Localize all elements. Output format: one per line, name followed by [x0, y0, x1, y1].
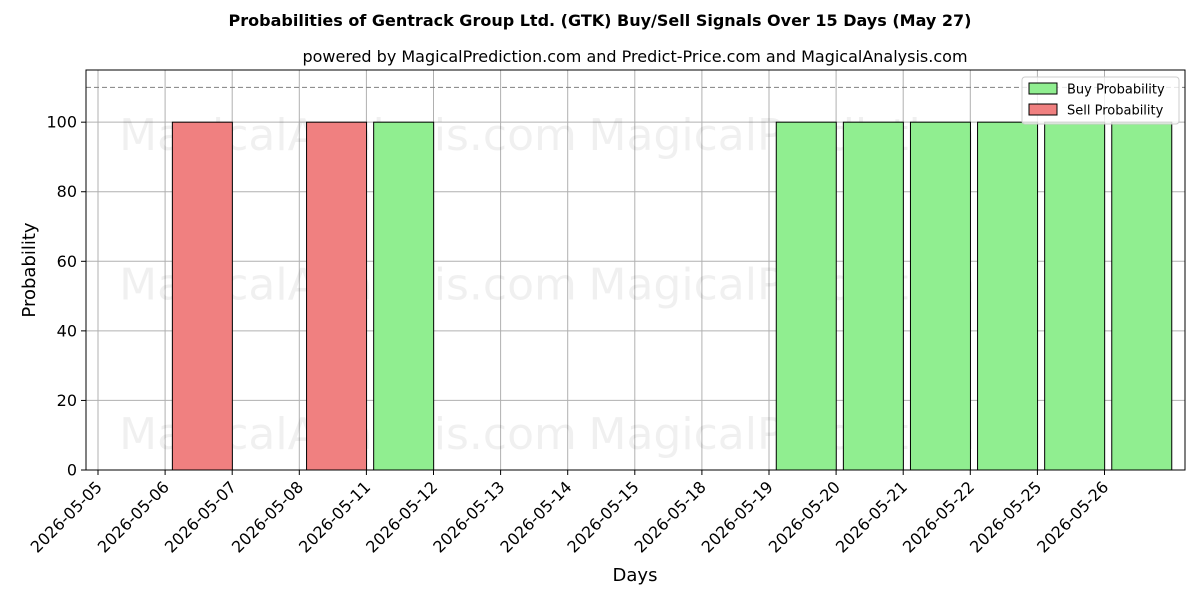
sell-bar — [306, 121, 368, 471]
legend-swatch-buy — [1028, 82, 1058, 95]
y-axis-ticks: 0 20 40 60 80 100 — [46, 113, 86, 480]
y-tick-label: 0 — [67, 461, 77, 480]
y-tick-label: 20 — [57, 391, 77, 410]
chart-subtitle: powered by MagicalPrediction.com and Pre… — [302, 47, 967, 66]
buy-bar — [775, 121, 837, 471]
y-axis-label: Probability — [19, 222, 40, 317]
legend-box — [1021, 76, 1180, 125]
x-axis-ticks: 2026-05-052026-05-062026-05-072026-05-08… — [27, 470, 1112, 557]
buy-bar — [909, 121, 971, 471]
buy-bar — [1111, 121, 1173, 471]
legend: Buy Probability Sell Probability — [1021, 76, 1180, 125]
y-tick-label: 100 — [46, 113, 77, 132]
sell-bar — [171, 121, 233, 471]
plot-frame — [85, 69, 1186, 471]
buy-bar — [1044, 121, 1106, 471]
y-tick-label: 80 — [57, 182, 77, 201]
legend-label-sell: Sell Probability — [1067, 104, 1164, 119]
chart-title: Probabilities of Gentrack Group Ltd. (GT… — [229, 11, 972, 30]
buy-bar — [842, 121, 904, 471]
y-tick-label: 40 — [57, 321, 77, 340]
x-tick-label: 2026-05-26 — [1033, 477, 1112, 556]
buy-bar — [373, 121, 435, 471]
y-tick-label: 60 — [57, 252, 77, 271]
x-axis-label: Days — [613, 565, 658, 586]
legend-label-buy: Buy Probability — [1067, 83, 1165, 98]
buy-bar — [977, 121, 1039, 471]
legend-swatch-sell — [1028, 103, 1058, 116]
